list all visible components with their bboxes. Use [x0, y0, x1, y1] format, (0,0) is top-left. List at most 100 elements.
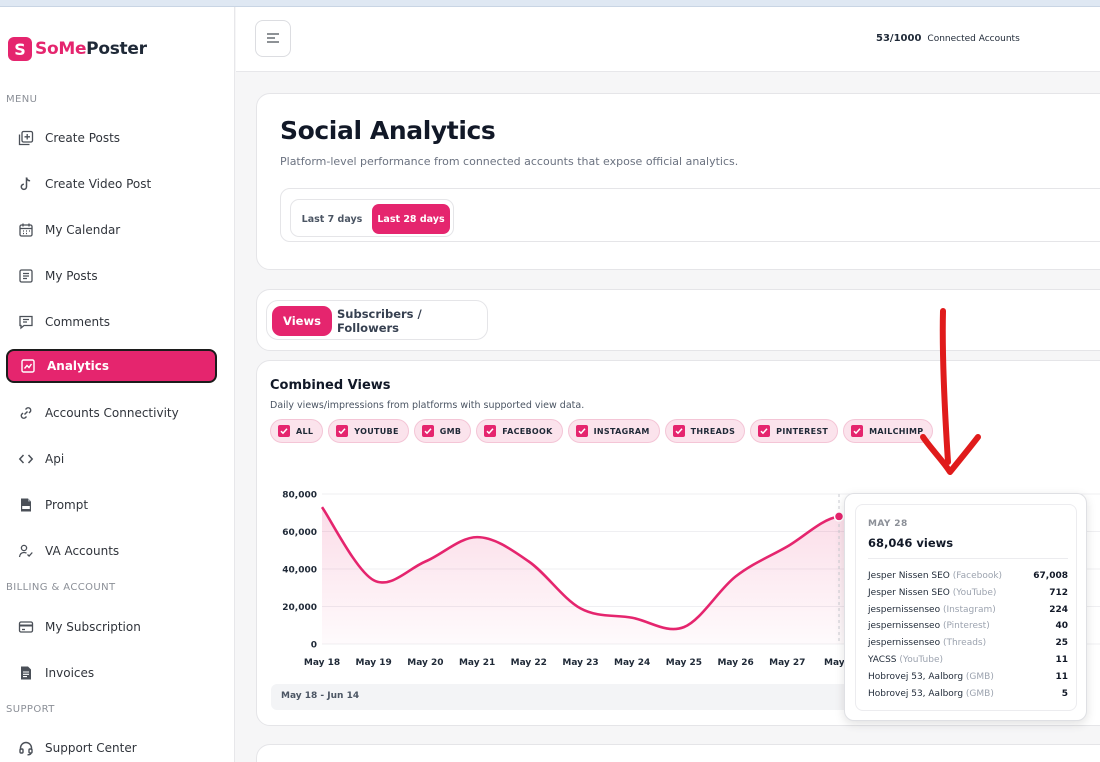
- sidebar-item-comments[interactable]: Comments: [6, 305, 217, 339]
- tooltip-row: Hobrovej 53, Aalborg (GMB) 5: [868, 689, 1068, 699]
- sidebar-item-support-center[interactable]: Support Center: [6, 731, 217, 762]
- brand-logo[interactable]: S SoMePoster: [8, 37, 147, 61]
- tooltip-account: jespernissenseo (Instagram): [868, 605, 996, 615]
- sidebar-item-my-calendar[interactable]: My Calendar: [6, 213, 217, 247]
- filter-chip-youtube[interactable]: YOUTUBE: [328, 419, 409, 443]
- sidebar-item-accounts-connectivity[interactable]: Accounts Connectivity: [6, 396, 217, 430]
- tab-subscribers-followers[interactable]: Subscribers / Followers: [337, 307, 422, 335]
- checkbox-checked-icon: [421, 425, 434, 437]
- sidebar-item-my-subscription[interactable]: My Subscription: [6, 610, 217, 644]
- platform-filter-chips: ALL YOUTUBE GMB FACEBOOK INSTAGRAM THREA…: [270, 419, 938, 443]
- invoice-icon: [17, 664, 35, 682]
- page-title: Social Analytics: [280, 116, 496, 145]
- filter-chip-gmb[interactable]: GMB: [413, 419, 472, 443]
- tab-views[interactable]: Views: [272, 306, 332, 336]
- filter-chip-label: INSTAGRAM: [593, 426, 650, 436]
- checkbox-checked-icon: [575, 425, 588, 437]
- brand-name: SoMePoster: [35, 39, 147, 59]
- filter-chip-facebook[interactable]: FACEBOOK: [476, 419, 563, 443]
- sidebar-item-api[interactable]: Api: [6, 442, 217, 476]
- tooltip-account-name: jespernissenseo: [868, 604, 943, 615]
- filter-chip-label: YOUTUBE: [354, 426, 399, 436]
- tooltip-account: Jesper Nissen SEO (YouTube): [868, 588, 996, 598]
- logo-mark: S: [8, 37, 32, 61]
- sidebar-item-label: Accounts Connectivity: [45, 406, 179, 420]
- filter-chip-label: ALL: [296, 426, 314, 436]
- tooltip-account-platform: (Pinterest): [942, 621, 990, 632]
- user-check-icon: [17, 542, 35, 560]
- x-tick-label: May 21: [459, 658, 495, 668]
- sidebar: S SoMePoster MENU Create Posts Create Vi…: [0, 7, 235, 762]
- sidebar-item-analytics[interactable]: Analytics: [6, 349, 217, 383]
- sidebar-item-label: My Calendar: [45, 223, 121, 237]
- tooltip-value: 25: [1055, 638, 1068, 649]
- x-tick-label: May 26: [717, 658, 753, 668]
- sidebar-item-label: Create Posts: [45, 131, 121, 145]
- tooltip-account-name: Jesper Nissen SEO: [868, 571, 953, 581]
- filter-chip-all[interactable]: ALL: [270, 419, 324, 443]
- connected-count: 53/1000: [876, 33, 922, 44]
- date-range-label: May 18 - Jun 14: [281, 691, 360, 701]
- tooltip-account: Hobrovej 53, Aalborg (GMB): [868, 672, 994, 682]
- code-icon: [17, 450, 35, 468]
- sidebar-item-label: Create Video Post: [45, 177, 152, 191]
- next-card: [256, 744, 1100, 762]
- filter-chip-pinterest[interactable]: PINTEREST: [750, 419, 839, 443]
- filter-chip-threads[interactable]: THREADS: [664, 419, 746, 443]
- tooltip-account-name: jespernissenseo: [868, 638, 943, 649]
- sidebar-item-my-posts[interactable]: My Posts: [6, 259, 217, 293]
- tooltip-account-name: jespernissenseo: [868, 621, 943, 632]
- browser-top-strip: [0, 0, 1100, 7]
- chart-subtitle: Daily views/impressions from platforms w…: [270, 400, 585, 411]
- filter-chip-label: THREADS: [690, 426, 736, 436]
- sidebar-item-label: VA Accounts: [45, 544, 120, 558]
- x-tick-label: May 22: [511, 658, 547, 668]
- series-line: [320, 506, 892, 631]
- views-chart[interactable]: 0 20,000 40,000 60,000 80,000 May 18 May 19 May…: [257, 361, 1100, 681]
- top-header: 53/1000 Connected Accounts: [236, 7, 1100, 72]
- chart-title: Combined Views: [270, 378, 391, 393]
- sidebar-item-create-video-post[interactable]: Create Video Post: [6, 167, 217, 201]
- filter-chip-label: FACEBOOK: [502, 426, 553, 436]
- sidebar-item-label: Comments: [45, 315, 111, 329]
- tooltip-divider: [868, 558, 1068, 559]
- sidebar-item-prompt[interactable]: Prompt: [6, 488, 217, 522]
- section-label-support: SUPPORT: [6, 704, 55, 715]
- x-tick-label: May 18: [304, 658, 340, 668]
- tooltip-value: 11: [1055, 671, 1068, 682]
- y-tick-label: 40,000: [282, 566, 317, 576]
- sidebar-item-va-accounts[interactable]: VA Accounts: [6, 534, 217, 568]
- sidebar-item-label: Invoices: [45, 666, 95, 680]
- sidebar-item-label: My Subscription: [45, 620, 141, 634]
- combined-views-card: 0 20,000 40,000 60,000 80,000 May 18 May 19 May…: [256, 360, 1100, 726]
- tooltip-account: YACSS (YouTube): [868, 655, 943, 665]
- tooltip-value: 40: [1055, 621, 1068, 632]
- filter-chip-label: MAILCHIMP: [869, 426, 924, 436]
- tooltip-row: Jesper Nissen SEO (YouTube) 712: [868, 588, 1068, 598]
- filter-chip-mailchimp[interactable]: MAILCHIMP: [843, 419, 934, 443]
- range-last-28-days-button[interactable]: Last 28 days: [372, 204, 450, 234]
- tooltip-panel: MAY 28 68,046 views Jesper Nissen SEO (F…: [855, 504, 1077, 711]
- html-file-icon: [17, 496, 35, 514]
- filter-chip-instagram[interactable]: INSTAGRAM: [567, 419, 660, 443]
- sidebar-item-invoices[interactable]: Invoices: [6, 656, 217, 690]
- series-area: [322, 507, 891, 644]
- connected-label: Connected Accounts: [927, 34, 1020, 44]
- tooltip-row: jespernissenseo (Threads) 25: [868, 638, 1068, 648]
- y-tick-label: 20,000: [282, 603, 317, 613]
- x-tick-label: May 19: [356, 658, 392, 668]
- analytics-icon: [19, 357, 37, 375]
- comment-icon: [17, 313, 35, 331]
- credit-card-icon: [17, 618, 35, 636]
- section-label-billing: BILLING & ACCOUNT: [6, 582, 116, 593]
- tooltip-value: 5: [1061, 688, 1068, 699]
- menu-toggle-button[interactable]: [255, 20, 291, 57]
- range-last-7-days-button[interactable]: Last 7 days: [301, 213, 363, 225]
- sidebar-item-label: Support Center: [45, 741, 137, 755]
- tooltip-row: Hobrovej 53, Aalborg (GMB) 11: [868, 672, 1068, 682]
- brand-name-part1: SoMe: [35, 39, 87, 59]
- metric-tabs: Views Subscribers / Followers: [266, 300, 488, 340]
- sidebar-item-label: Prompt: [45, 498, 89, 512]
- checkbox-checked-icon: [758, 425, 771, 437]
- sidebar-item-create-posts[interactable]: Create Posts: [6, 121, 217, 155]
